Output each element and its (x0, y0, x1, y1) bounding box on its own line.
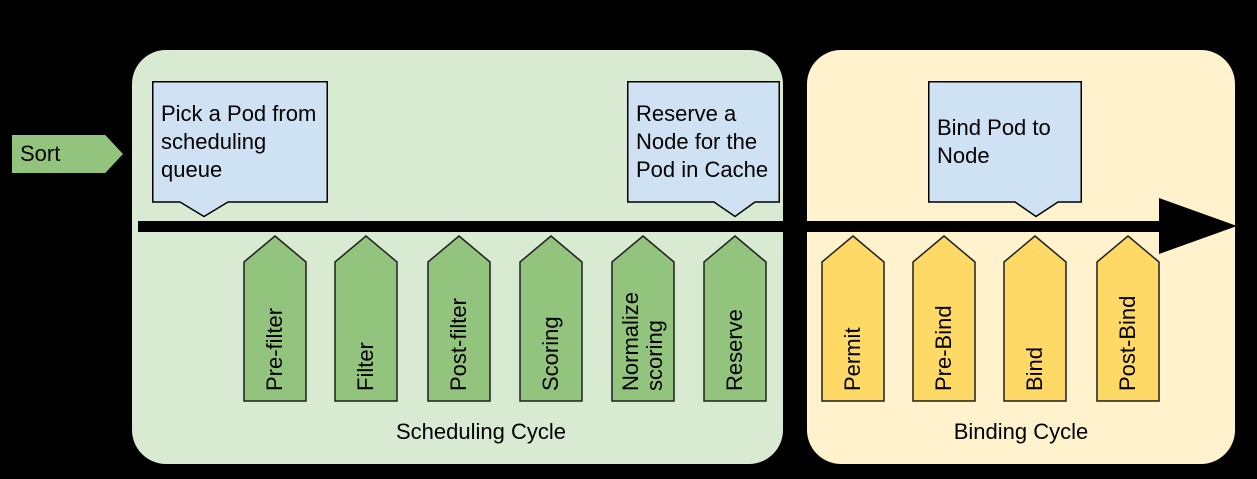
step-arrow-shape (1096, 235, 1160, 402)
timeline-arrowhead-icon (1159, 198, 1237, 254)
step-label: Post-Bind (1115, 295, 1140, 391)
callout-pick-pod-text: Pick a Pod from scheduling queue (161, 100, 317, 182)
step-arrow-shape (243, 235, 307, 402)
step-label: Post-filter (446, 298, 471, 391)
step-label: Reserve (722, 309, 747, 391)
step-label: Normalize scoring (618, 291, 667, 391)
sort-arrow: Sort (12, 135, 123, 173)
speech-bubble-shape (928, 81, 1082, 218)
step-arrow-shape (334, 235, 398, 402)
step-permit: Permit (821, 235, 885, 402)
step-label: Scoring (538, 316, 563, 391)
step-pre-bind: Pre-Bind (912, 235, 976, 402)
step-arrow-shape (703, 235, 767, 402)
callout-reserve-node: Reserve a Node for the Pod in Cache (627, 81, 780, 218)
scheduling-cycle-title: Scheduling Cycle (396, 419, 566, 444)
step-label: Filter (353, 342, 378, 391)
step-arrow-shape (519, 235, 583, 402)
step-filter: Filter (334, 235, 398, 402)
step-arrow-shape (1003, 235, 1067, 402)
step-scoring: Scoring (519, 235, 583, 402)
step-bind: Bind (1003, 235, 1067, 402)
step-normalize-scoring: Normalize scoring (611, 235, 675, 402)
step-arrow-shape (427, 235, 491, 402)
callout-reserve-node-text: Reserve a Node for the Pod in Cache (636, 100, 769, 182)
speech-bubble-shape (152, 81, 328, 218)
callout-bind-pod-text: Bind Pod to Node (937, 114, 1051, 168)
step-post-filter: Post-filter (427, 235, 491, 402)
step-reserve: Reserve (703, 235, 767, 402)
callout-bind-pod: Bind Pod to Node (928, 81, 1082, 218)
step-label: Pre-Bind (931, 305, 956, 391)
step-pre-filter: Pre-filter (243, 235, 307, 402)
sort-label: Sort (20, 141, 61, 166)
step-label: Bind (1022, 346, 1047, 391)
speech-bubble-shape (627, 81, 780, 218)
step-label: Permit (840, 327, 865, 391)
binding-cycle-title: Binding Cycle (953, 419, 1089, 444)
step-label: Pre-filter (262, 307, 287, 391)
step-arrow-shape (611, 235, 675, 402)
step-arrow-shape (821, 235, 885, 402)
timeline-arrow-shaft (138, 221, 1163, 232)
callout-pick-pod: Pick a Pod from scheduling queue (152, 81, 328, 218)
step-post-bind: Post-Bind (1096, 235, 1160, 402)
step-arrow-shape (912, 235, 976, 402)
